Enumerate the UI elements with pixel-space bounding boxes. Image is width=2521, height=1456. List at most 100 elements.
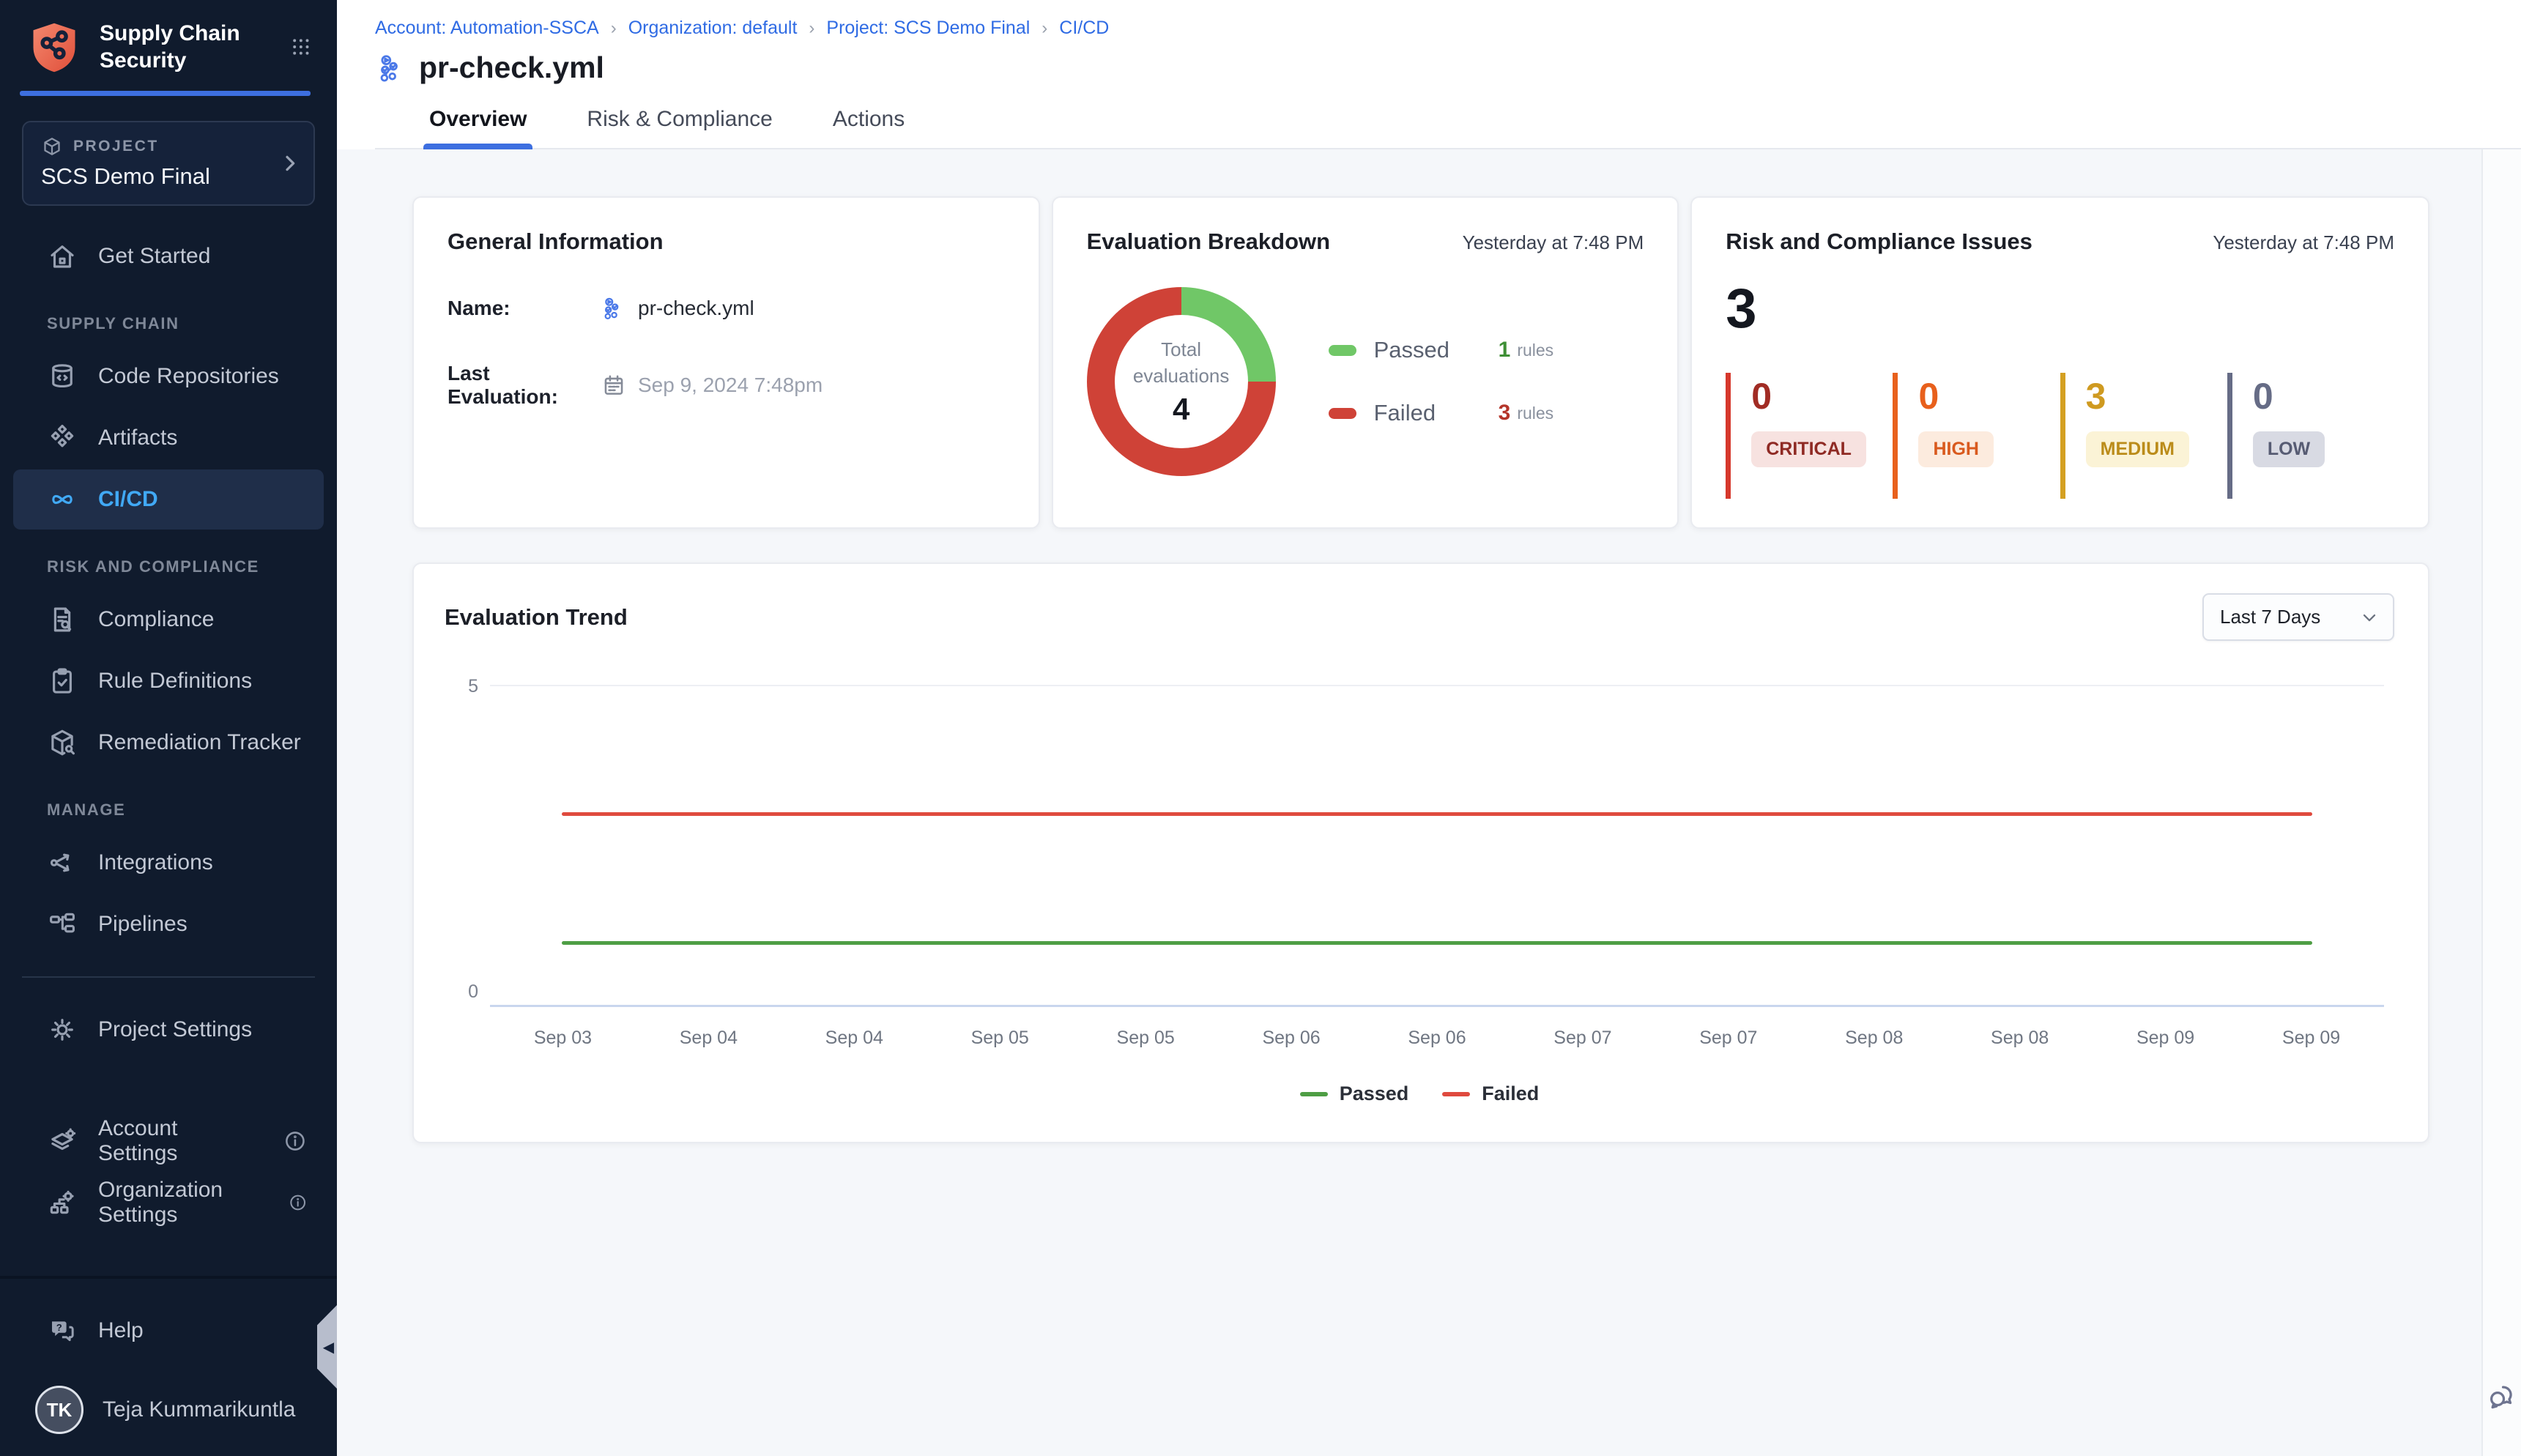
x-tick-label: Sep 05 (1073, 1028, 1219, 1049)
calendar-icon (601, 373, 626, 398)
x-tick-label: Sep 08 (1947, 1028, 2093, 1049)
sidebar-item-label: Code Repositories (98, 364, 279, 389)
sidebar-item-label: Help (98, 1318, 144, 1343)
tab-overview[interactable]: Overview (423, 100, 532, 148)
legend-value: 3 (1499, 401, 1511, 426)
sidebar-item-label: Account Settings (98, 1116, 262, 1166)
trend-line-failed (562, 812, 2312, 816)
info-icon[interactable] (283, 1129, 308, 1154)
severity-count: 0 (2253, 376, 2387, 417)
sidebar-item-remediation-tracker[interactable]: Remediation Tracker (13, 713, 324, 773)
app-grid-icon[interactable] (290, 32, 312, 62)
sidebar-item-compliance[interactable]: Compliance (13, 590, 324, 650)
sidebar-item-project-settings[interactable]: Project Settings (13, 1000, 324, 1060)
sidebar-item-label: Artifacts (98, 426, 177, 450)
page-header: Account: Automation-SSCA › Organization: d… (337, 0, 2521, 149)
layers-gear-icon (47, 1126, 78, 1156)
breadcrumb-link[interactable]: CI/CD (1059, 18, 1109, 39)
x-axis-labels: Sep 03Sep 04Sep 04Sep 05Sep 05Sep 06Sep … (490, 1028, 2384, 1049)
project-selector[interactable]: PROJECT SCS Demo Final (22, 121, 315, 206)
sidebar-item-account-settings[interactable]: Account Settings (13, 1111, 324, 1171)
severity-badge: CRITICAL (1751, 431, 1866, 467)
sidebar-item-rule-definitions[interactable]: Rule Definitions (13, 651, 324, 711)
breadcrumb: Account: Automation-SSCA › Organization: d… (375, 18, 2521, 39)
brand-title: Supply Chain Security (100, 20, 272, 74)
sidebar-item-label: Organization Settings (98, 1178, 267, 1227)
sidebar-item-organization-settings[interactable]: Organization Settings (13, 1173, 324, 1233)
name-value: pr-check.yml (638, 297, 754, 320)
legend-swatch (1329, 345, 1356, 356)
share-nodes-icon (47, 847, 78, 878)
severity-stat-medium: 3 MEDIUM (2060, 373, 2227, 499)
total-issues-value: 3 (1726, 277, 2394, 341)
trend-legend: PassedFailed (445, 1082, 2394, 1105)
right-rail (2481, 149, 2521, 1456)
sidebar-item-pipelines[interactable]: Pipelines (13, 894, 324, 954)
severity-stat-critical: 0 CRITICAL (1726, 373, 1893, 499)
sidebar-item-code-repositories[interactable]: Code Repositories (13, 346, 324, 406)
project-label: PROJECT (73, 138, 159, 155)
legend-dash (1442, 1092, 1470, 1096)
severity-count: 3 (2086, 376, 2220, 417)
severity-stats-row: 0 CRITICAL0 HIGH3 MEDIUM0 LOW (1726, 373, 2394, 499)
shield-logo-icon (26, 19, 82, 75)
card-title: Evaluation Trend (445, 604, 628, 631)
user-menu[interactable]: TK Teja Kummarikuntla (0, 1375, 337, 1434)
legend-item-failed: Failed 3 rules (1329, 400, 1554, 426)
y-tick-label: 0 (468, 981, 478, 1003)
x-tick-label: Sep 09 (2238, 1028, 2384, 1049)
time-range-select[interactable]: Last 7 Days (2202, 593, 2394, 641)
summary-cards-row: General Information Name: pr-check.yml L… (412, 196, 2429, 529)
legend-dash (1300, 1092, 1328, 1096)
breadcrumb-link[interactable]: Project: SCS Demo Final (826, 18, 1030, 39)
sidebar-nav: Get StartedSUPPLY CHAINCode Repositories… (0, 210, 337, 1276)
info-icon[interactable] (288, 1190, 308, 1215)
app-window: Supply Chain Security PROJECT SCS Demo F… (0, 0, 2521, 1456)
donut-center-label: Total evaluations 4 (1087, 287, 1276, 476)
chat-bubbles-icon[interactable] (2485, 1380, 2519, 1414)
gear-icon (47, 1014, 78, 1045)
x-tick-label: Sep 06 (1219, 1028, 1365, 1049)
severity-badge: HIGH (1918, 431, 1994, 467)
tab-bar: Overview Risk & Compliance Actions (375, 100, 2521, 149)
sidebar-item-label: Project Settings (98, 1017, 252, 1042)
sidebar-item-help[interactable]: ? Help (13, 1301, 324, 1361)
name-label: Name: (448, 297, 594, 320)
last-evaluation-value: Sep 9, 2024 7:48pm (638, 374, 823, 397)
sidebar-item-ci-cd[interactable]: CI/CD (13, 469, 324, 530)
sidebar-item-label: Compliance (98, 607, 214, 632)
sidebar-item-artifacts[interactable]: Artifacts (13, 408, 324, 468)
cube-icon (41, 135, 63, 157)
severity-badge: LOW (2253, 431, 2325, 467)
trend-chart: 50 (452, 685, 2384, 1011)
artifacts-icon (47, 423, 78, 453)
main-area: Account: Automation-SSCA › Organization: d… (337, 0, 2521, 1456)
severity-count: 0 (1918, 376, 2052, 417)
x-tick-label: Sep 09 (2093, 1028, 2238, 1049)
sidebar: Supply Chain Security PROJECT SCS Demo F… (0, 0, 337, 1456)
trend-legend-item-passed: Passed (1300, 1082, 1409, 1105)
breadcrumb-link[interactable]: Account: Automation-SSCA (375, 18, 599, 39)
sidebar-item-get-started[interactable]: Get Started (13, 226, 324, 286)
sidebar-item-integrations[interactable]: Integrations (13, 833, 324, 893)
org-gear-icon (47, 1187, 78, 1218)
last-evaluation-label: Last Evaluation: (448, 362, 594, 409)
sidebar-item-label: Remediation Tracker (98, 730, 301, 755)
severity-count: 0 (1751, 376, 1885, 417)
page-title-row: pr-check.yml (376, 51, 2521, 85)
severity-stat-high: 0 HIGH (1893, 373, 2060, 499)
tab-actions[interactable]: Actions (827, 100, 910, 148)
document-search-icon (47, 604, 78, 635)
sidebar-item-label: Integrations (98, 850, 213, 875)
legend-unit: rules (1517, 404, 1553, 423)
help-chat-icon: ? (47, 1315, 78, 1346)
sidebar-item-label: Pipelines (98, 912, 188, 937)
brand-accent-divider (20, 91, 311, 96)
tab-risk-compliance[interactable]: Risk & Compliance (581, 100, 778, 148)
breadcrumb-separator: › (611, 18, 617, 39)
breadcrumb-link[interactable]: Organization: default (628, 18, 798, 39)
x-tick-label: Sep 06 (1365, 1028, 1510, 1049)
box-wrench-icon (47, 727, 78, 758)
legend-value: 1 (1499, 338, 1511, 363)
sidebar-header: Supply Chain Security (0, 0, 337, 91)
